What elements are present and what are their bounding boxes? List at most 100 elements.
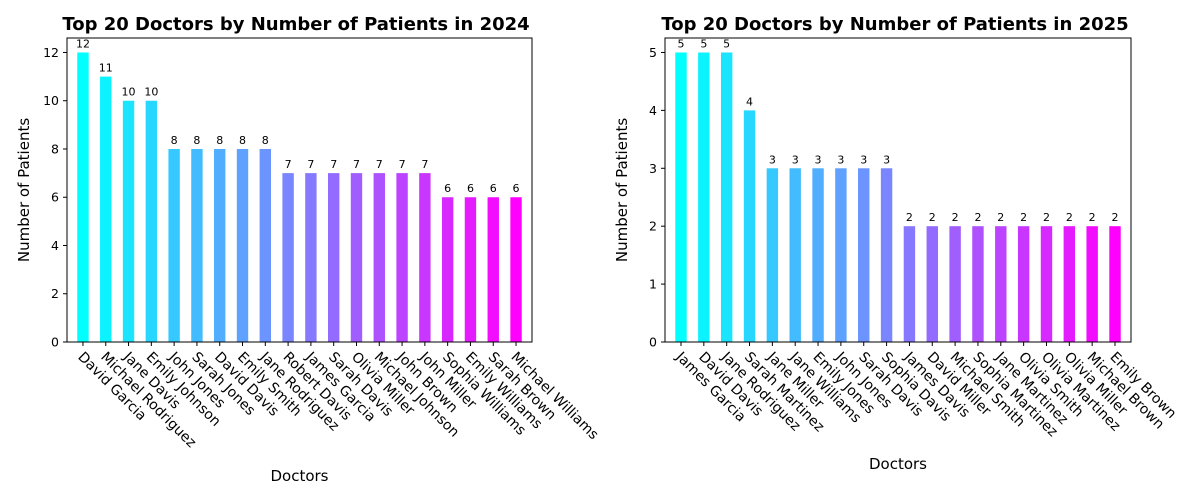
y-tick-label: 10: [43, 93, 59, 108]
data-label: 7: [421, 158, 428, 171]
data-label: 2: [1043, 211, 1050, 224]
bar: [145, 100, 158, 342]
bar: [510, 197, 522, 342]
bar: [122, 100, 135, 342]
data-label: 7: [330, 158, 337, 171]
chart-title: Top 20 Doctors by Number of Patients in …: [661, 14, 1128, 35]
bar: [441, 197, 454, 342]
y-tick-label: 0: [649, 335, 657, 350]
data-label: 6: [444, 182, 451, 195]
bar: [720, 52, 733, 342]
data-label: 2: [1066, 211, 1073, 224]
y-tick-label: 6: [51, 190, 59, 205]
bar: [789, 168, 801, 342]
data-label: 3: [792, 153, 799, 166]
bar: [995, 226, 1007, 342]
bar: [100, 76, 112, 342]
data-label: 8: [262, 134, 269, 147]
y-tick-label: 2: [649, 219, 657, 234]
bar: [464, 197, 477, 342]
y-tick-label: 5: [649, 45, 657, 60]
bar: [419, 173, 431, 342]
data-label: 2: [974, 211, 981, 224]
data-label: 7: [399, 158, 406, 171]
y-tick-label: 1: [649, 277, 657, 292]
data-label: 3: [883, 153, 890, 166]
bar: [858, 168, 870, 342]
data-label: 3: [860, 153, 867, 166]
bar: [1063, 226, 1076, 342]
data-label: 10: [144, 86, 158, 99]
data-label: 2: [997, 211, 1004, 224]
bar: [282, 173, 294, 342]
data-label: 11: [99, 62, 113, 75]
data-label: 7: [307, 158, 314, 171]
y-tick-label: 4: [51, 238, 59, 253]
bar: [903, 226, 916, 342]
data-label: 5: [700, 37, 707, 50]
data-label: 2: [952, 211, 959, 224]
data-label: 2: [929, 211, 936, 224]
y-axis-label: Number of Patients: [613, 118, 631, 262]
data-label: 3: [769, 153, 776, 166]
data-label: 2: [1089, 211, 1096, 224]
bar: [191, 148, 203, 342]
data-label: 3: [837, 153, 844, 166]
data-label: 12: [76, 37, 90, 50]
data-label: 4: [746, 95, 753, 108]
bar: [743, 110, 756, 342]
data-label: 7: [285, 158, 292, 171]
bar: [1017, 226, 1030, 342]
bar: [259, 148, 272, 342]
bar: [835, 168, 847, 342]
chart-title: Top 20 Doctors by Number of Patients in …: [62, 14, 529, 35]
bar: [972, 226, 984, 342]
y-tick-label: 0: [51, 335, 59, 350]
y-axis-label: Number of Patients: [15, 118, 33, 262]
y-tick-label: 2: [51, 286, 59, 301]
data-label: 8: [239, 134, 246, 147]
data-label: 3: [815, 153, 822, 166]
data-label: 2: [906, 211, 913, 224]
data-label: 5: [677, 37, 684, 50]
bar: [1040, 226, 1053, 342]
bar: [926, 226, 938, 342]
data-label: 5: [723, 37, 730, 50]
bar: [214, 148, 226, 342]
bar: [168, 148, 180, 342]
x-axis-label: Doctors: [869, 455, 927, 473]
data-label: 10: [122, 86, 136, 99]
bar: [880, 168, 893, 342]
bar: [487, 197, 499, 342]
bar: [236, 148, 249, 342]
data-label: 6: [513, 182, 520, 195]
bar: [949, 226, 961, 342]
data-label: 7: [376, 158, 383, 171]
bar: [305, 173, 317, 342]
bar: [675, 52, 687, 342]
bar: [1109, 226, 1121, 342]
bar: [327, 173, 340, 342]
data-label: 7: [353, 158, 360, 171]
bar: [812, 168, 824, 342]
bar: [766, 168, 779, 342]
bar: [396, 173, 408, 342]
bar: [698, 52, 710, 342]
data-label: 6: [467, 182, 474, 195]
y-tick-label: 3: [649, 161, 657, 176]
y-tick-label: 12: [43, 45, 59, 60]
data-label: 2: [1020, 211, 1027, 224]
y-tick-label: 4: [649, 103, 657, 118]
plot-frame: [66, 37, 533, 343]
data-label: 2: [1112, 211, 1119, 224]
bar: [350, 173, 363, 342]
data-label: 8: [216, 134, 223, 147]
bar: [1086, 226, 1098, 342]
data-label: 8: [193, 134, 200, 147]
data-label: 6: [490, 182, 497, 195]
bar: [373, 173, 385, 342]
data-label: 8: [171, 134, 178, 147]
chart-1: Top 20 Doctors by Number of Patients in …: [15, 14, 601, 485]
y-tick-label: 8: [51, 141, 59, 156]
